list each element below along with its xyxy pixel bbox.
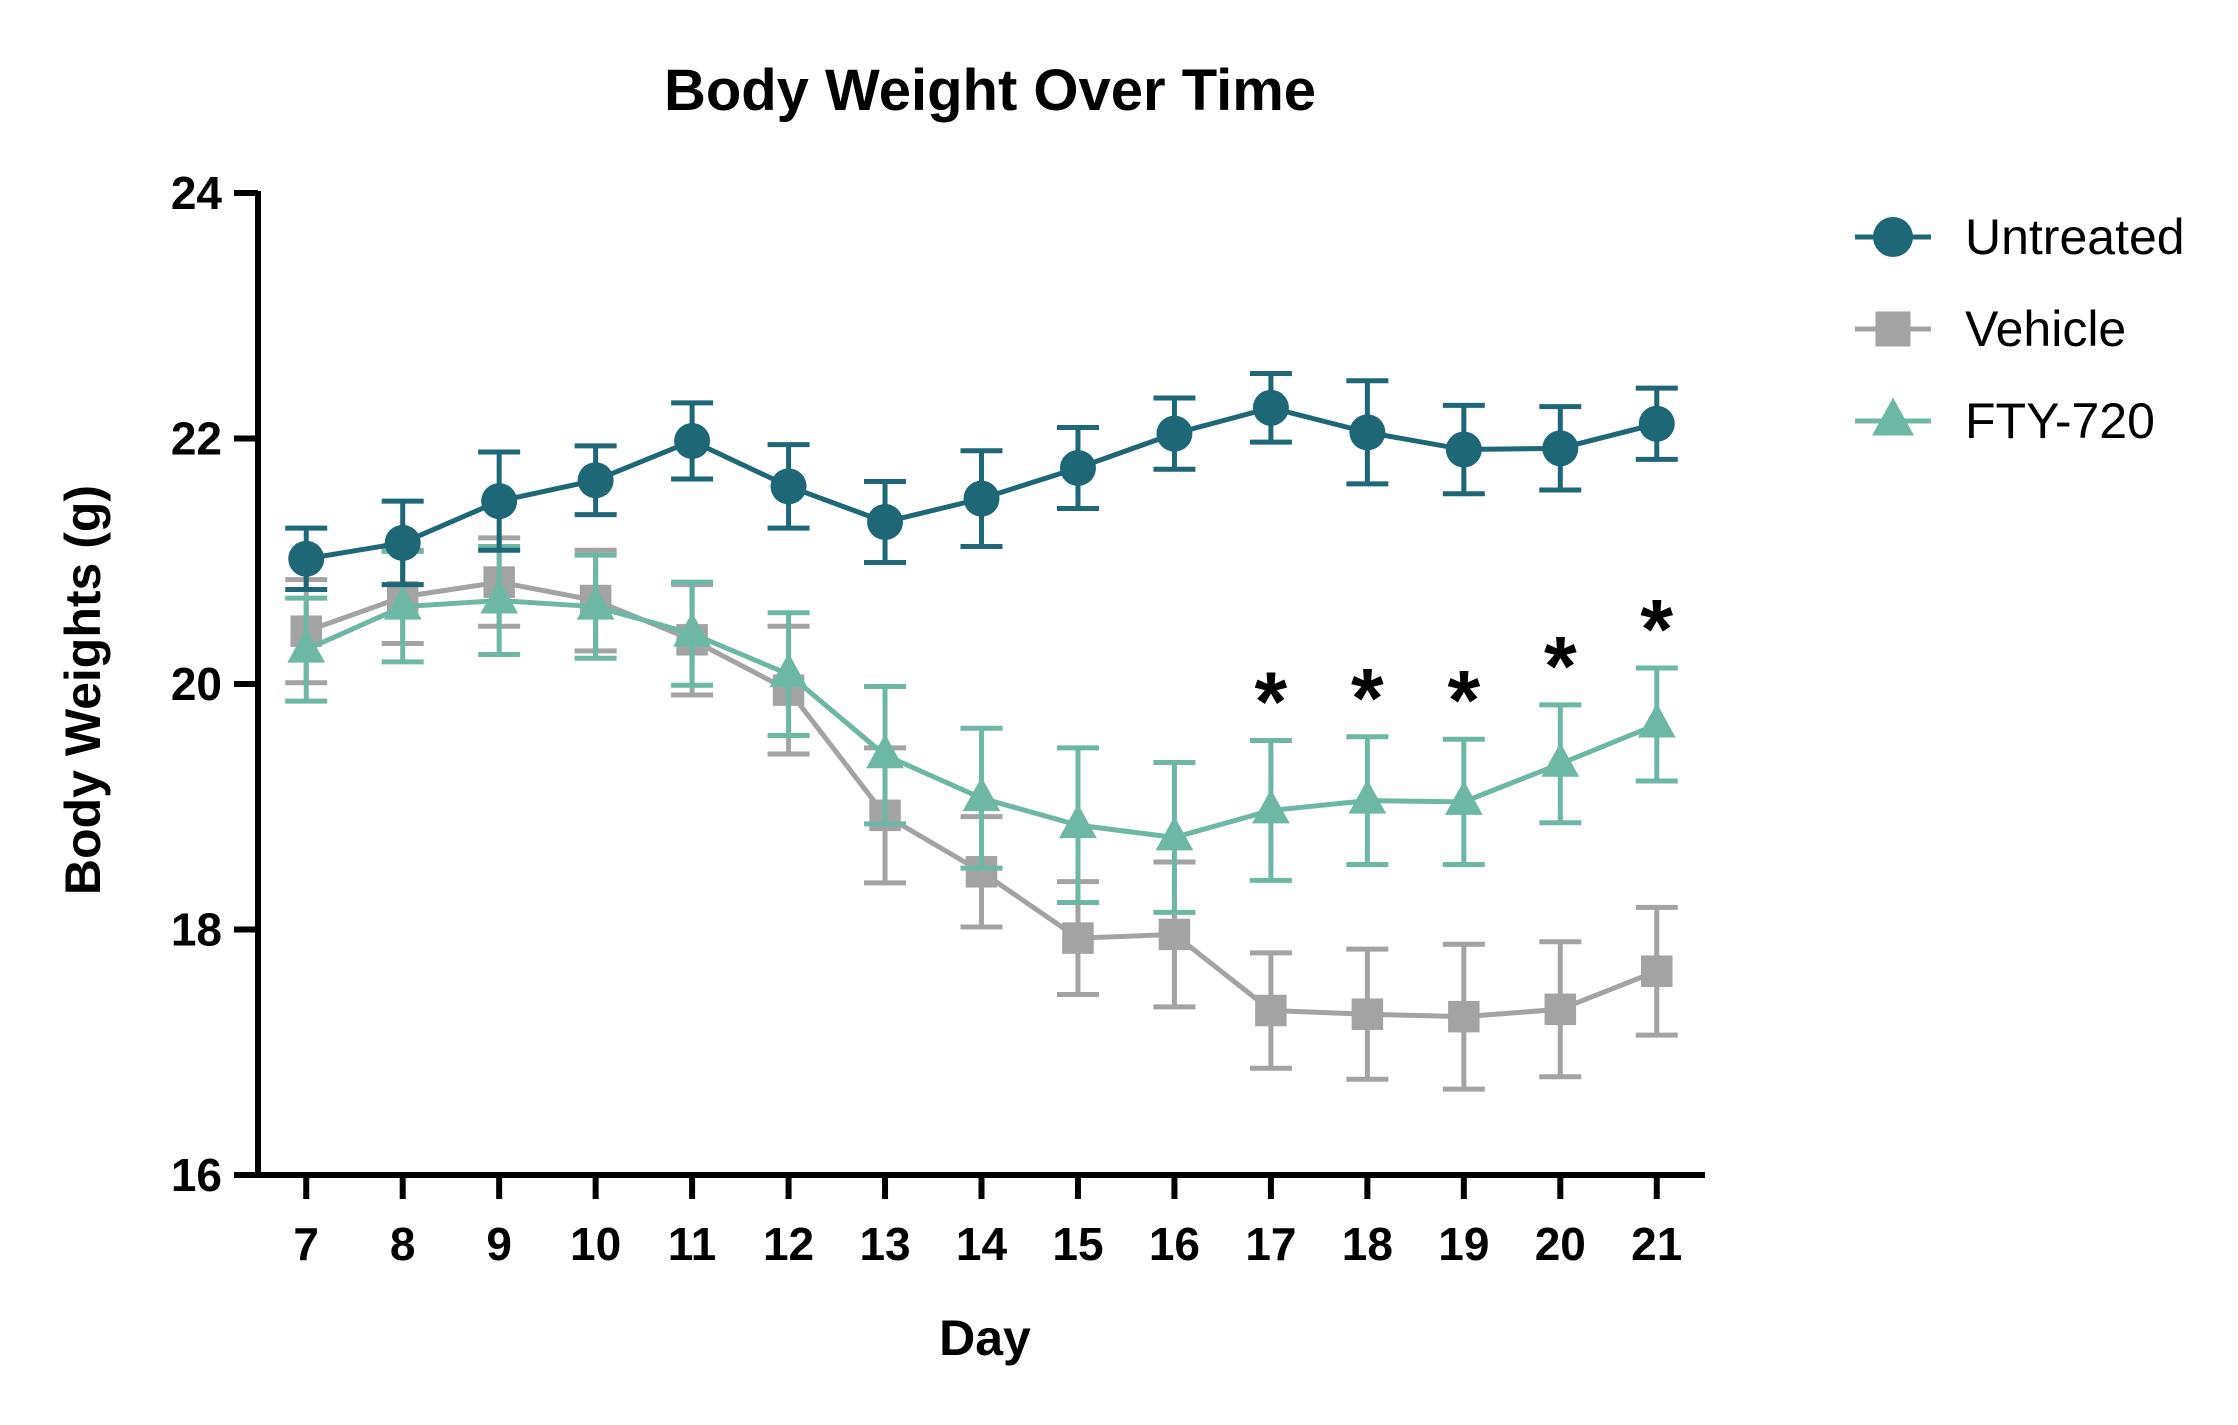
x-tick-label: 12: [763, 1218, 814, 1270]
legend: Untreated Vehicle FTY-720: [1855, 209, 2185, 449]
x-tick-label: 21: [1631, 1218, 1682, 1270]
plot-area: [285, 370, 1678, 1092]
data-point-circle: [1873, 217, 1913, 257]
significance-star: *: [1640, 582, 1673, 676]
data-point-square: [1158, 918, 1191, 951]
x-tick-label: 11: [668, 1218, 717, 1270]
x-tick-label: 13: [859, 1218, 910, 1270]
x-tick-label: 7: [293, 1218, 319, 1270]
data-point-circle: [1445, 431, 1482, 468]
data-point-triangle: [962, 776, 1001, 812]
y-tick-label: 22: [171, 413, 222, 465]
legend-label: FTY-720: [1965, 393, 2155, 449]
data-point-circle: [481, 483, 518, 520]
significance-star: *: [1255, 654, 1288, 748]
data-point-circle: [288, 540, 325, 577]
legend-label: Untreated: [1965, 209, 2185, 265]
data-point-circle: [1059, 449, 1096, 486]
data-point-square: [1351, 998, 1384, 1030]
x-tick-label: 17: [1245, 1218, 1296, 1270]
y-tick-label: 24: [171, 167, 223, 219]
data-point-triangle: [383, 585, 422, 620]
legend-entry: Vehicle: [1855, 301, 2126, 357]
significance-star: *: [1447, 653, 1480, 747]
x-tick-label: 9: [486, 1218, 512, 1270]
data-point-square: [1641, 955, 1673, 987]
significance-annotations: * * * * *: [1255, 582, 1674, 748]
data-point-triangle: [1541, 742, 1580, 777]
series-untreated: [285, 370, 1678, 592]
x-axis-title: Day: [939, 1310, 1031, 1366]
data-point-square: [1544, 993, 1577, 1026]
y-tick-label: 16: [171, 1149, 222, 1201]
data-point-square: [1255, 994, 1287, 1027]
data-point-triangle: [576, 585, 615, 620]
data-point-square: [1448, 1000, 1480, 1033]
data-point-triangle: [1155, 816, 1194, 851]
legend-entry: Untreated: [1855, 209, 2185, 265]
data-point-circle: [577, 462, 614, 499]
data-point-circle: [1349, 414, 1386, 451]
x-tick-label: 14: [956, 1218, 1008, 1270]
data-point-circle: [963, 480, 1000, 517]
data-point-square: [1875, 311, 1911, 347]
data-point-triangle: [1444, 780, 1483, 815]
data-point-circle: [1638, 405, 1675, 442]
data-point-circle: [1156, 415, 1193, 452]
x-tick-label: 18: [1342, 1218, 1393, 1270]
y-tick-label: 20: [171, 658, 222, 710]
legend-label: Vehicle: [1965, 301, 2126, 357]
data-point-circle: [867, 503, 904, 540]
significance-star: *: [1544, 619, 1577, 713]
data-point-triangle: [769, 652, 808, 688]
y-tick-label: 18: [171, 904, 222, 956]
data-point-triangle: [1059, 803, 1097, 839]
data-point-triangle: [866, 733, 904, 769]
data-point-square: [1062, 922, 1094, 954]
data-point-triangle: [1252, 789, 1290, 824]
data-point-triangle: [287, 628, 326, 663]
data-point-triangle: [673, 612, 711, 647]
significance-star: *: [1351, 651, 1384, 745]
data-point-circle: [674, 422, 711, 459]
data-point-circle: [384, 524, 421, 561]
data-point-triangle: [1872, 397, 1914, 436]
x-tick-label: 16: [1149, 1218, 1200, 1270]
chart-title: Body Weight Over Time: [664, 58, 1316, 123]
data-point-circle: [770, 468, 807, 505]
axes: 16 18 20 22 24 7 8 9 10 11 12 13 14 15 16 17 18 19 20 21: [171, 167, 1705, 1270]
x-tick-label: 10: [570, 1218, 621, 1270]
legend-entry: FTY-720: [1855, 393, 2155, 449]
data-point-triangle: [1637, 703, 1676, 738]
x-tick-label: 8: [390, 1218, 416, 1270]
data-point-triangle: [480, 579, 519, 614]
data-point-circle: [1542, 430, 1579, 467]
x-tick-label: 19: [1438, 1218, 1489, 1270]
data-point-circle: [1252, 389, 1289, 426]
data-point-triangle: [1348, 779, 1387, 814]
x-tick-label: 20: [1535, 1218, 1586, 1270]
x-tick-label: 15: [1052, 1218, 1103, 1270]
y-axis-title: Body Weights (g): [55, 485, 111, 895]
